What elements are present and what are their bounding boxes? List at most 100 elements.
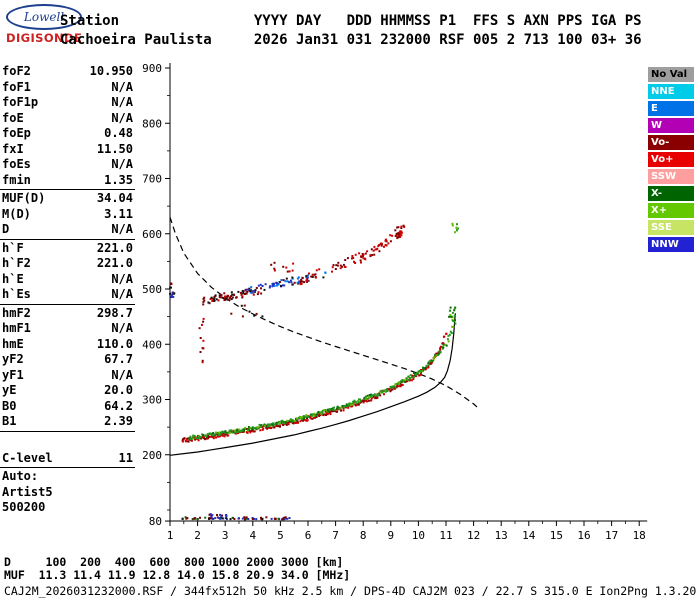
svg-text:17: 17: [605, 529, 618, 542]
muf-transmission-curve: [169, 217, 480, 410]
param-label: M(D): [2, 206, 31, 221]
header-station-values: Cachoeira Paulista 2026 Jan31 031 232000…: [60, 32, 642, 48]
svg-text:18: 18: [633, 529, 646, 542]
svg-text:400: 400: [142, 338, 162, 351]
param-label: hmE: [2, 336, 24, 351]
param-row: MUF(D) 34.04: [2, 191, 133, 207]
svg-text:600: 600: [142, 228, 162, 241]
legend-item-x+: X+: [648, 203, 694, 218]
scatter-echoes: [169, 222, 459, 521]
legend-item-w: W: [648, 118, 694, 133]
param-row: h`Es N/A: [2, 287, 133, 303]
param-label: foF1: [2, 79, 31, 94]
svg-text:800: 800: [142, 117, 162, 130]
param-label: foEp: [2, 126, 31, 140]
svg-text:500: 500: [142, 283, 162, 296]
divider: [0, 467, 135, 468]
param-row: hmE 110.0: [2, 337, 133, 353]
o-mode-trace: [181, 332, 448, 443]
header-column-titles: Station YYYY DAY DDD HHMMSS P1 FFS S AXN…: [60, 13, 642, 29]
spacer: [2, 433, 133, 451]
distance-row: D 100 200 400 600 800 1000 2000 3000 [km…: [4, 555, 344, 569]
svg-text:11: 11: [439, 529, 452, 542]
param-label: h`E: [2, 271, 24, 286]
svg-text:2: 2: [194, 529, 201, 542]
param-row: yF2 67.7: [2, 352, 133, 368]
param-value: 1.35: [104, 172, 133, 187]
param-value: 3.11: [104, 206, 133, 221]
param-row: hmF1 N/A: [2, 321, 133, 337]
param-value: N/A: [111, 271, 133, 286]
param-row: foF2 10.950: [2, 64, 133, 80]
param-row: D N/A: [2, 222, 133, 238]
param-value: 11: [118, 450, 133, 465]
param-label: yF1: [2, 367, 24, 382]
param-label: foE: [2, 110, 24, 125]
divider: [0, 238, 135, 240]
param-row: foE N/A: [2, 111, 133, 127]
param-row: yE 20.0: [2, 383, 133, 399]
logo-lowell-text: Lowell: [23, 10, 65, 24]
param-label: fxI: [2, 141, 24, 156]
param-value: 67.7: [104, 352, 133, 366]
param-row: foEp 0.48: [2, 126, 133, 142]
svg-text:12: 12: [467, 529, 480, 542]
param-value: N/A: [111, 367, 133, 382]
param-value: 298.7: [96, 305, 133, 320]
svg-text:7: 7: [332, 529, 339, 542]
svg-text:4: 4: [249, 529, 256, 542]
param-value: 110.0: [96, 336, 133, 351]
param-value: N/A: [111, 79, 133, 94]
param-value: 64.2: [104, 398, 133, 413]
svg-text:9: 9: [387, 529, 394, 542]
autoscaler-info: 500200: [2, 500, 46, 514]
param-value: 20.0: [104, 383, 133, 397]
legend-item-vo-: Vo-: [648, 135, 694, 150]
legend-item-sse: SSE: [648, 220, 694, 235]
param-value: 221.0: [96, 240, 133, 255]
param-value: N/A: [111, 287, 133, 301]
svg-text:300: 300: [142, 394, 162, 407]
param-value: 0.48: [104, 126, 133, 140]
param-value: N/A: [111, 95, 133, 109]
param-row: B0 64.2: [2, 399, 133, 415]
svg-text:1: 1: [167, 529, 174, 542]
param-row: fxI 11.50: [2, 142, 133, 158]
param-label: foF2: [2, 64, 31, 78]
param-label: MUF(D): [2, 191, 46, 205]
param-row: B1 2.39: [2, 414, 133, 430]
param-value: 10.950: [89, 64, 133, 78]
legend-item-nne: NNE: [648, 84, 694, 99]
svg-text:5: 5: [277, 529, 284, 542]
param-label: yF2: [2, 352, 24, 366]
param-label: h`F2: [2, 256, 31, 270]
param-label: hmF1: [2, 321, 31, 335]
svg-text:8: 8: [360, 529, 367, 542]
param-value: N/A: [111, 222, 133, 236]
logo-digisonde-text: DIGISONDE: [6, 31, 83, 45]
param-row: h`F2 221.0: [2, 256, 133, 272]
param-label: B1: [2, 414, 17, 428]
param-label: fmin: [2, 172, 31, 187]
svg-text:13: 13: [495, 529, 508, 542]
lowell-logo-oval: Lowell: [6, 4, 82, 30]
autoscaler-info: Auto:: [2, 469, 39, 483]
param-label: h`Es: [2, 287, 31, 301]
svg-text:16: 16: [577, 529, 590, 542]
param-label: C-level: [2, 450, 53, 465]
legend-item-x-: X-: [648, 186, 694, 201]
param-label: B0: [2, 398, 17, 413]
true-height-profile: [169, 313, 456, 456]
param-row: foEs N/A: [2, 157, 133, 173]
parameter-panel: foF2 10.950 foF1 N/A foF1p N/A foE N/A foEp 0.48 f…: [0, 64, 135, 516]
param-row: hmF2 298.7: [2, 306, 133, 322]
param-value: N/A: [111, 110, 133, 125]
svg-text:14: 14: [522, 529, 536, 542]
digisonde-logo: Lowell DIGISONDE: [6, 4, 106, 45]
svg-text:10: 10: [412, 529, 425, 542]
param-label: hmF2: [2, 305, 31, 320]
divider: [0, 189, 135, 190]
param-row: h`F 221.0: [2, 241, 133, 257]
direction-color-legend: No Val NNE E W Vo- Vo+ SSW X- X+ SSE NNW: [648, 67, 698, 254]
